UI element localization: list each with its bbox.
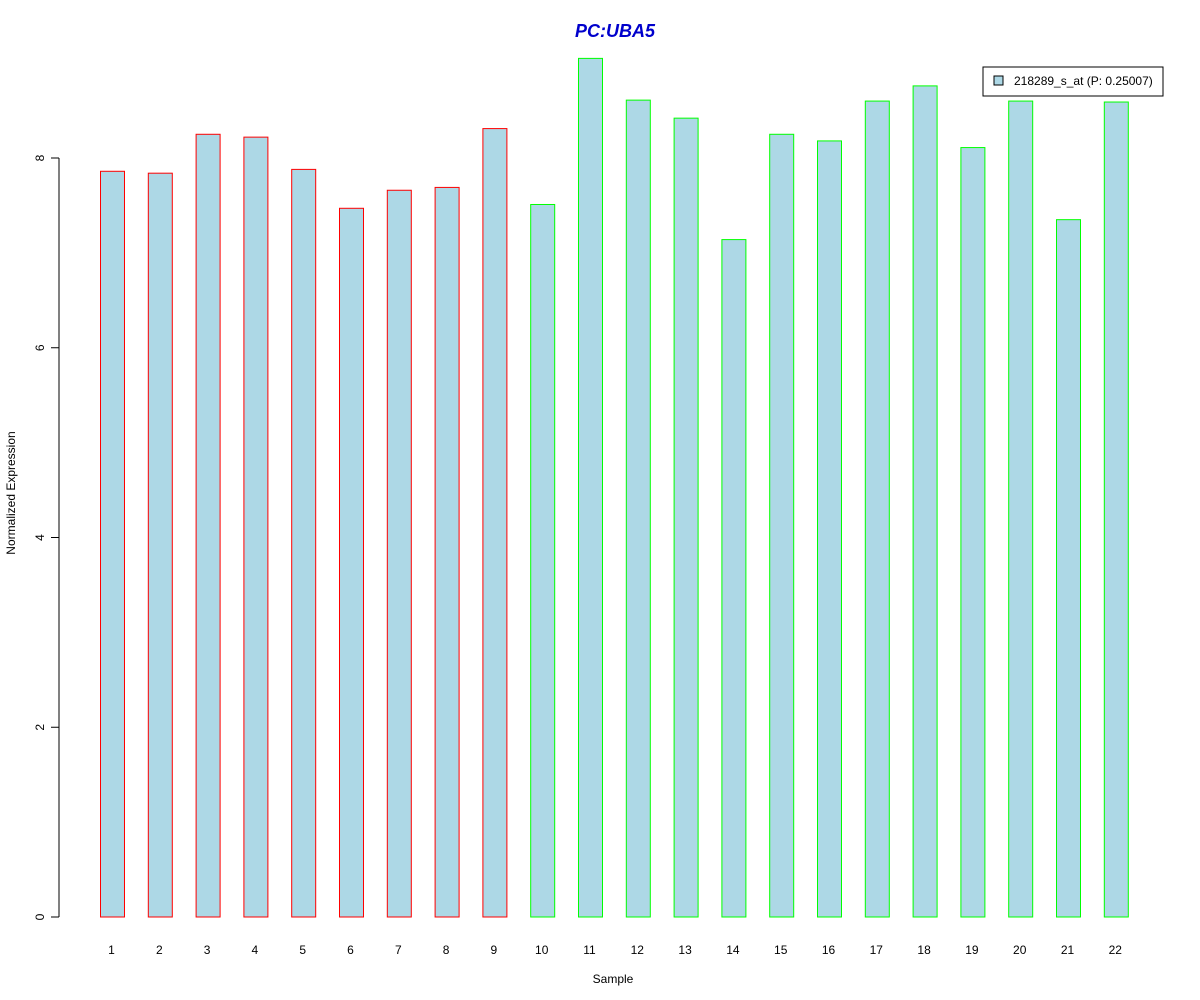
- bar-sample-21: [1056, 219, 1081, 918]
- x-tick-label: 12: [631, 943, 645, 957]
- y-tick-label: 2: [33, 724, 47, 731]
- y-tick-label: 4: [33, 534, 47, 541]
- bar-sample-8: [434, 186, 460, 918]
- x-tick-label: 4: [252, 943, 259, 957]
- y-tick-label: 0: [33, 913, 47, 920]
- y-axis-label: Normalized Expression: [4, 431, 18, 554]
- x-tick-label: 22: [1109, 943, 1123, 957]
- bar-sample-12: [625, 99, 651, 918]
- x-tick-label: 21: [1061, 943, 1075, 957]
- legend-label: 218289_s_at (P: 0.25007): [1014, 74, 1153, 88]
- y-axis: 0 2 4 6 8: [33, 154, 60, 920]
- bar-sample-6: [339, 207, 364, 918]
- x-tick-label: 14: [726, 943, 740, 957]
- x-tick-label: 7: [395, 943, 402, 957]
- x-tick-label: 13: [678, 943, 692, 957]
- chart-title: PC:UBA5: [575, 21, 656, 41]
- bar-sample-2: [147, 172, 173, 918]
- bar-sample-9: [482, 128, 508, 918]
- bar-sample-5: [291, 168, 317, 918]
- x-tick-label: 6: [347, 943, 354, 957]
- bar-sample-4: [243, 136, 269, 918]
- x-tick-label: 20: [1013, 943, 1027, 957]
- x-tick-label: 17: [870, 943, 884, 957]
- x-tick-label: 18: [917, 943, 931, 957]
- bar-sample-3: [195, 133, 221, 918]
- legend-box: [982, 66, 1164, 97]
- y-tick-label: 8: [33, 154, 47, 161]
- bar-sample-16: [817, 140, 842, 918]
- x-tick-label: 5: [299, 943, 306, 957]
- bar-sample-15: [769, 133, 795, 918]
- bar-sample-10: [530, 203, 556, 918]
- bar-sample-18: [912, 85, 938, 918]
- bar-sample-17: [864, 100, 890, 918]
- bars-group: [100, 57, 1129, 918]
- x-tick-label: 15: [774, 943, 788, 957]
- bar-sample-22: [1103, 101, 1129, 918]
- x-tick-label: 2: [156, 943, 163, 957]
- bar-sample-19: [960, 147, 986, 918]
- x-tick-label: 1: [108, 943, 115, 957]
- bar-sample-20: [1008, 100, 1034, 918]
- x-tick-label: 11: [583, 943, 596, 957]
- x-tick-label: 8: [443, 943, 450, 957]
- bar-sample-7: [386, 189, 412, 918]
- x-tick-labels: 1 2 3 4 5 6 7 8 9 10 11 12 13 14 15 16 17 18 19 20 21 22: [108, 943, 1122, 957]
- x-tick-label: 3: [204, 943, 211, 957]
- x-tick-label: 10: [535, 943, 549, 957]
- y-tick-label: 6: [33, 344, 47, 351]
- legend-swatch: [993, 75, 1004, 86]
- x-tick-label: 9: [491, 943, 498, 957]
- bar-sample-14: [721, 239, 747, 918]
- bar-sample-13: [673, 117, 699, 918]
- x-tick-label: 19: [965, 943, 979, 957]
- x-axis-label: Sample: [593, 972, 634, 986]
- x-tick-label: 16: [822, 943, 836, 957]
- bar-sample-11: [578, 57, 603, 918]
- bar-sample-1: [100, 170, 125, 918]
- legend: 218289_s_at (P: 0.25007): [982, 66, 1164, 97]
